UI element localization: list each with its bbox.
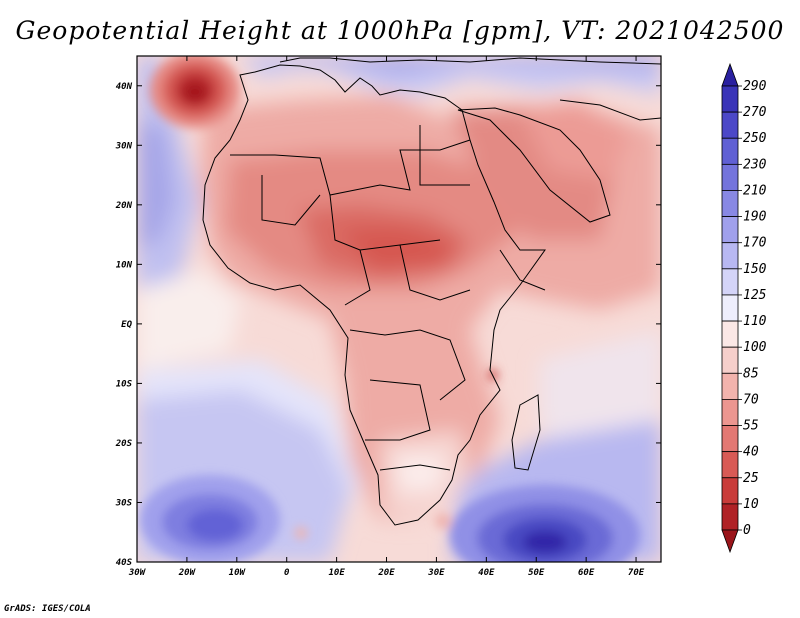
y-tick-label: 30N — [115, 141, 133, 151]
x-tick-label: 0 — [284, 568, 290, 578]
colorbar-bottom-arrow — [721, 529, 739, 554]
colorbar-swatch — [721, 216, 739, 244]
geopotential-field — [137, 56, 661, 562]
colorbar-label: 250 — [743, 131, 767, 146]
colorbar-swatch — [721, 372, 739, 400]
x-tick-label: 40E — [478, 568, 495, 578]
y-tick-label: EQ — [121, 320, 132, 330]
colorbar-swatch — [721, 399, 739, 426]
x-tick-label: 50E — [528, 568, 545, 578]
colorbar-label: 85 — [743, 366, 759, 381]
y-tick-label: 10S — [116, 379, 133, 389]
colorbar-swatch — [721, 320, 739, 348]
colorbar-swatch — [721, 451, 739, 479]
x-tick-label: 30W — [128, 568, 147, 578]
x-axis: 30W 20W 10W 0 10E 20E 30E 40E 50E 60E 70E — [128, 56, 645, 578]
map-frame — [136, 55, 662, 563]
colorbar-swatch — [721, 346, 739, 374]
colorbar-label: 110 — [743, 314, 767, 329]
colorbar-top-arrow — [721, 62, 739, 87]
colorbar-swatch — [721, 163, 739, 191]
colorbar-label: 25 — [743, 471, 759, 486]
colorbar-label: 55 — [743, 419, 759, 434]
colorbar-swatch — [721, 137, 739, 165]
colorbar-label: 10 — [743, 497, 759, 512]
colorbar-label: 290 — [743, 79, 767, 94]
colorbar-swatch — [721, 425, 739, 453]
y-tick-label: 10N — [116, 260, 133, 270]
colorbar-swatch — [721, 268, 739, 296]
x-tick-label: 30E — [427, 568, 445, 578]
map-title: Geopotential Height at 1000hPa [gpm], VT… — [15, 16, 785, 45]
colorbar-swatch — [721, 111, 739, 139]
x-tick-label: 60E — [578, 568, 595, 578]
x-tick-label: 20W — [178, 568, 197, 578]
y-tick-label: 30S — [115, 498, 133, 508]
colorbar-label: 270 — [743, 105, 767, 120]
colorbar-label: 230 — [743, 157, 767, 172]
colorbar-swatch — [721, 85, 739, 113]
x-tick-label: 70E — [628, 568, 645, 578]
x-tick-label: 20E — [377, 568, 395, 578]
y-axis: 40N 30N 20N 10N EQ 10S 20S 30S 40S — [115, 82, 661, 568]
colorbar-label: 190 — [743, 210, 767, 225]
colorbar-label: 210 — [743, 183, 767, 198]
colorbar-swatch — [721, 294, 739, 322]
colorbar-label: 150 — [743, 262, 767, 277]
colorbar-label: 70 — [743, 392, 759, 407]
coastlines — [202, 57, 661, 526]
colorbar-swatch — [721, 242, 739, 270]
y-tick-label: 40S — [116, 558, 133, 568]
footer-credit: GrADS: IGES/COLA — [4, 604, 91, 614]
colorbar-swatch — [721, 503, 739, 531]
colorbar-label: 125 — [743, 288, 767, 303]
colorbar-label: 40 — [743, 445, 759, 460]
x-tick-label: 10W — [229, 568, 247, 578]
colorbar-label: 100 — [743, 340, 767, 355]
y-tick-label: 20S — [115, 439, 133, 449]
y-tick-label: 20N — [115, 201, 133, 211]
colorbar: 2902702502302101901701501251101008570554… — [721, 62, 767, 554]
colorbar-swatch — [721, 477, 739, 505]
x-tick-label: 10E — [328, 568, 345, 578]
colorbar-label: 170 — [743, 236, 767, 251]
colorbar-swatch — [721, 190, 739, 217]
colorbar-label: 0 — [743, 523, 751, 538]
y-tick-label: 40N — [116, 82, 133, 92]
